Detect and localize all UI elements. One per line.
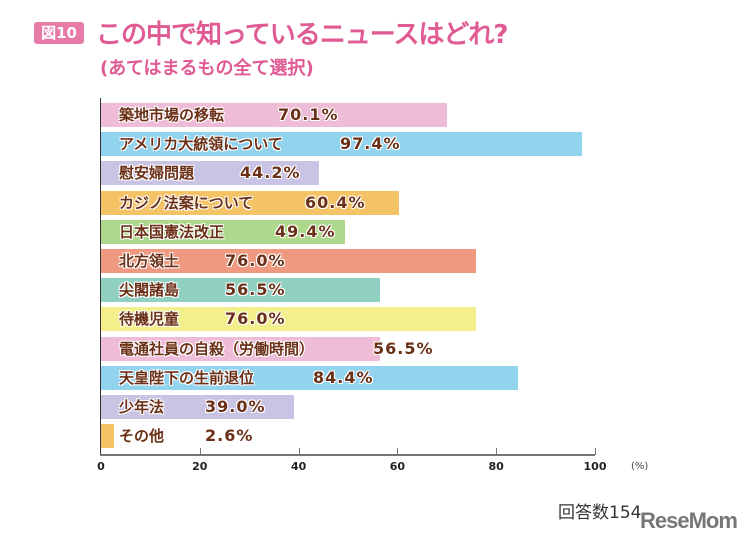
bar-9 [101,365,518,390]
category-label: 築地市場の移転 [119,106,225,124]
y-axis [100,98,101,455]
value-label: 56.5% [225,280,286,300]
value-label: 97.4% [340,134,401,154]
bar-1 [101,132,583,157]
bar-3 [101,190,400,215]
response-count: 回答数154 [558,503,642,523]
value-label: 39.0% [205,397,266,416]
category-label: 少年法 [119,398,165,416]
bar-11 [101,424,114,449]
x-tick [595,448,596,455]
value-label: 70.1% [278,105,339,124]
value-label: 56.5% [373,338,434,358]
x-axis [100,454,595,456]
x-tick [397,448,399,455]
category-label: 日本国憲法改正 [119,222,225,241]
category-label: 待機児童 [119,310,180,329]
category-label: アメリカ大統領について [119,135,283,154]
bar-7 [101,307,477,332]
value-label: 76.0% [225,309,286,329]
bar-2 [101,161,320,186]
chart-subtitle: (あてはまるもの全て選択) [100,58,314,79]
bar-8 [101,336,381,361]
x-tick-label: 0 [97,460,105,473]
value-label: 2.6% [205,426,254,446]
resemom-logo: ReseMom [640,508,738,533]
category-label: 北方領土 [119,252,180,270]
category-label: カジノ法案について [119,193,254,212]
value-label: 49.4% [275,221,336,241]
x-tick [496,448,498,455]
x-tick [199,448,201,455]
value-label: 44.2% [240,163,301,183]
category-label: 尖閣諸島 [119,281,180,300]
x-tick [298,448,300,455]
value-label: 60.4% [305,192,366,212]
x-tick-label: 40 [290,460,307,473]
category-label: 慰安婦問題 [119,164,195,183]
chart-title: この中で知っているニュースはどれ? [96,20,508,50]
category-label: 天皇陛下の生前退位 [119,368,255,387]
bar-5 [101,249,477,273]
bar-4 [101,219,346,244]
x-tick-label: 20 [192,460,208,473]
category-label: その他 [119,427,165,446]
x-tick-label: 100 [583,460,607,473]
value-label: 84.4% [313,367,374,387]
value-label: 76.0% [225,251,286,270]
figure-badge: 図10 [34,22,84,44]
x-tick-label: 60 [389,460,406,473]
bar-10 [101,395,294,419]
category-label: 電通社員の自殺（労働時間） [119,339,315,358]
x-axis-unit: (%) [631,461,649,472]
bar-0 [101,103,448,127]
bar-6 [101,278,381,303]
x-tick-label: 80 [488,460,504,473]
